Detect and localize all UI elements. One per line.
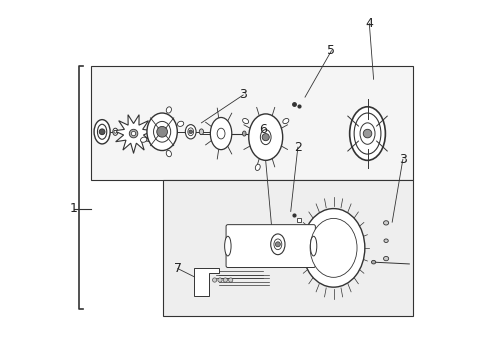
Text: 3: 3 <box>239 89 247 102</box>
Text: 4: 4 <box>366 17 373 30</box>
Circle shape <box>363 129 372 138</box>
Circle shape <box>129 129 138 138</box>
Ellipse shape <box>177 121 184 126</box>
Ellipse shape <box>283 118 289 123</box>
Circle shape <box>223 278 227 282</box>
Ellipse shape <box>260 130 271 145</box>
Circle shape <box>218 278 222 282</box>
Circle shape <box>213 278 217 282</box>
Ellipse shape <box>384 221 389 225</box>
Ellipse shape <box>384 256 389 261</box>
Ellipse shape <box>141 137 147 142</box>
Ellipse shape <box>384 239 388 243</box>
Text: 5: 5 <box>327 44 336 57</box>
Circle shape <box>189 130 193 134</box>
Ellipse shape <box>113 128 118 135</box>
Circle shape <box>114 130 117 133</box>
Text: 6: 6 <box>259 123 267 136</box>
Ellipse shape <box>210 117 232 150</box>
Ellipse shape <box>94 120 110 144</box>
Circle shape <box>262 134 270 141</box>
Polygon shape <box>92 66 413 180</box>
Polygon shape <box>194 267 220 296</box>
Ellipse shape <box>350 107 386 160</box>
Text: 7: 7 <box>174 262 182 275</box>
Ellipse shape <box>199 129 203 135</box>
Ellipse shape <box>360 123 375 144</box>
Ellipse shape <box>224 236 231 256</box>
Ellipse shape <box>185 125 196 139</box>
Ellipse shape <box>270 234 285 255</box>
Ellipse shape <box>274 239 282 249</box>
Polygon shape <box>163 180 413 316</box>
Text: 3: 3 <box>399 153 407 166</box>
Circle shape <box>228 278 233 282</box>
Ellipse shape <box>371 260 376 264</box>
Ellipse shape <box>243 118 248 123</box>
Polygon shape <box>114 115 153 153</box>
Ellipse shape <box>153 121 171 142</box>
FancyBboxPatch shape <box>226 225 316 267</box>
Ellipse shape <box>188 128 194 136</box>
Ellipse shape <box>249 114 283 160</box>
Circle shape <box>131 131 136 136</box>
Ellipse shape <box>310 219 357 277</box>
Ellipse shape <box>243 131 246 136</box>
Ellipse shape <box>217 128 225 139</box>
Circle shape <box>275 242 280 247</box>
Circle shape <box>99 129 105 135</box>
Ellipse shape <box>166 107 172 113</box>
Ellipse shape <box>166 150 172 157</box>
Ellipse shape <box>302 208 365 287</box>
Text: 1: 1 <box>69 202 77 215</box>
Ellipse shape <box>147 113 177 150</box>
Ellipse shape <box>98 124 107 139</box>
Ellipse shape <box>310 236 317 256</box>
Text: 2: 2 <box>294 141 302 154</box>
Ellipse shape <box>354 113 381 154</box>
Ellipse shape <box>255 164 260 171</box>
Circle shape <box>157 126 168 137</box>
